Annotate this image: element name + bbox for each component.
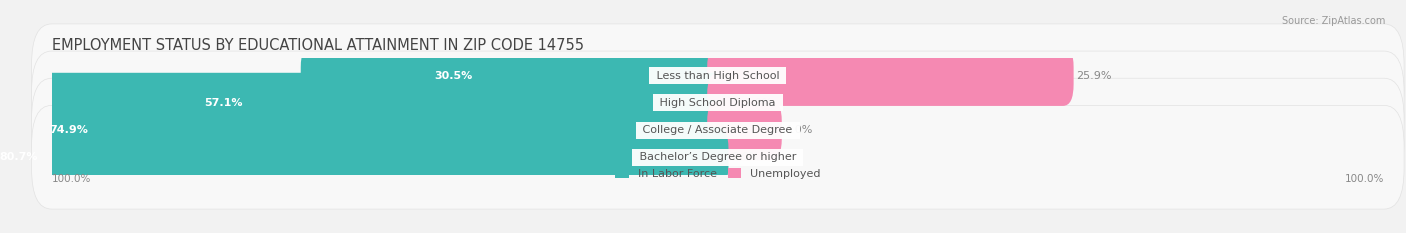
Text: Bachelor’s Degree or higher: Bachelor’s Degree or higher: [636, 152, 800, 162]
FancyBboxPatch shape: [707, 46, 1074, 106]
Text: College / Associate Degree: College / Associate Degree: [640, 125, 796, 135]
FancyBboxPatch shape: [31, 78, 1405, 182]
Text: Less than High School: Less than High School: [652, 71, 783, 81]
FancyBboxPatch shape: [0, 73, 728, 133]
FancyBboxPatch shape: [31, 51, 1405, 155]
FancyBboxPatch shape: [301, 46, 728, 106]
Text: 74.9%: 74.9%: [49, 125, 89, 135]
Text: 57.1%: 57.1%: [204, 98, 242, 108]
Text: EMPLOYMENT STATUS BY EDUCATIONAL ATTAINMENT IN ZIP CODE 14755: EMPLOYMENT STATUS BY EDUCATIONAL ATTAINM…: [52, 38, 583, 53]
FancyBboxPatch shape: [0, 100, 728, 160]
Text: 0.0%: 0.0%: [731, 152, 759, 162]
Text: 25.9%: 25.9%: [1076, 71, 1112, 81]
FancyBboxPatch shape: [31, 105, 1405, 209]
Text: 1.0%: 1.0%: [745, 98, 773, 108]
Text: Source: ZipAtlas.com: Source: ZipAtlas.com: [1281, 16, 1385, 26]
Text: 4.0%: 4.0%: [785, 125, 813, 135]
Legend: In Labor Force, Unemployed: In Labor Force, Unemployed: [610, 164, 825, 183]
FancyBboxPatch shape: [31, 24, 1405, 128]
FancyBboxPatch shape: [707, 100, 782, 160]
FancyBboxPatch shape: [0, 127, 728, 187]
Text: 30.5%: 30.5%: [434, 71, 472, 81]
FancyBboxPatch shape: [707, 73, 742, 133]
Text: High School Diploma: High School Diploma: [657, 98, 779, 108]
Text: 100.0%: 100.0%: [1344, 174, 1384, 184]
Text: 80.7%: 80.7%: [0, 152, 38, 162]
Text: 100.0%: 100.0%: [52, 174, 91, 184]
